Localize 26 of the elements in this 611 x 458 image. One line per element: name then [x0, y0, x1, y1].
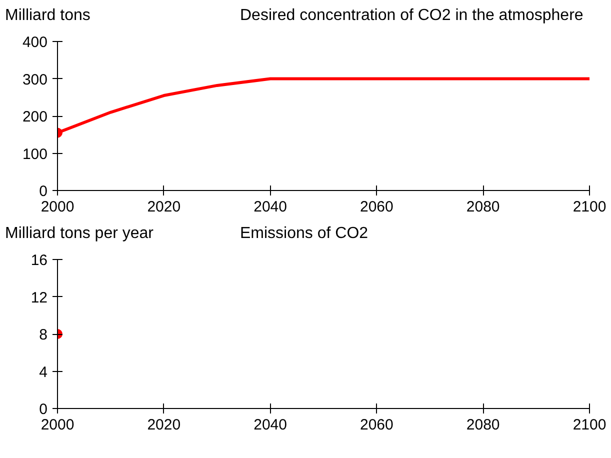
y-tick-label: 300 [22, 71, 48, 88]
y-tick-label: 4 [39, 363, 48, 380]
y-tick-label: 200 [22, 108, 48, 126]
x-tick-label: 2040 [254, 198, 287, 216]
y-tick-label: 400 [22, 34, 48, 51]
x-tick-label: 2100 [572, 198, 606, 216]
y-axis-title: Milliard tons [5, 6, 90, 26]
chart-title: Emissions of CO2 [240, 224, 368, 244]
y-tick-label: 100 [22, 146, 48, 163]
x-tick-label: 2040 [254, 416, 287, 434]
y-tick-label: 0 [39, 182, 48, 200]
x-tick-label: 2000 [40, 198, 74, 216]
x-tick-label: 2080 [466, 198, 500, 216]
x-tick-label: 2020 [147, 416, 181, 434]
y-tick-label: 16 [30, 252, 48, 269]
x-tick-label: 2100 [572, 416, 606, 434]
x-tick-label: 2080 [466, 416, 500, 434]
y-tick-label: 0 [39, 400, 48, 418]
chart-title: Desired concentration of CO2 in the atmosphere [240, 6, 584, 26]
y-tick-label: 12 [30, 288, 48, 306]
x-tick-label: 2060 [360, 416, 394, 434]
x-tick-label: 2060 [360, 198, 394, 216]
y-tick-label: 8 [39, 326, 48, 344]
x-tick-label: 2020 [147, 198, 181, 216]
x-tick-label: 2000 [40, 416, 74, 434]
y-axis-title: Milliard tons per year [5, 224, 154, 244]
